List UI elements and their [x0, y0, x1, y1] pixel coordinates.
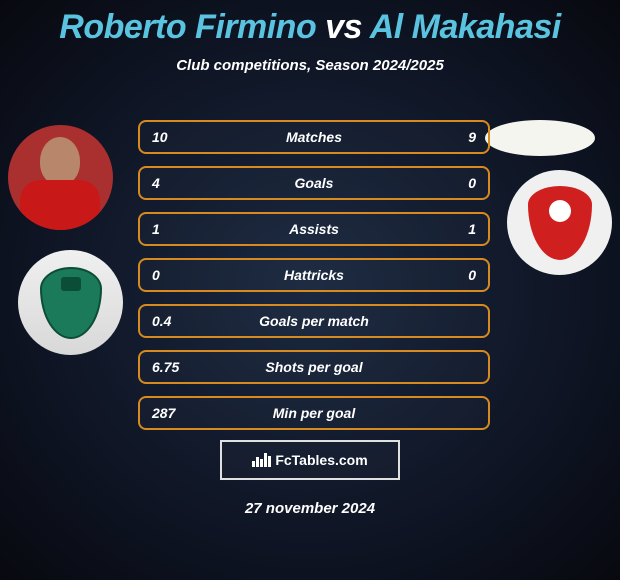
stat-label: Assists — [212, 221, 416, 237]
stat-label: Min per goal — [212, 405, 416, 421]
stat-row-matches: 10 Matches 9 — [138, 120, 490, 154]
stat-row-hattricks: 0 Hattricks 0 — [138, 258, 490, 292]
stat-value-left: 0.4 — [152, 313, 212, 329]
stat-value-left: 4 — [152, 175, 212, 191]
stat-value-left: 287 — [152, 405, 212, 421]
stat-label: Goals — [212, 175, 416, 191]
stat-label: Shots per goal — [212, 359, 416, 375]
player1-name: Roberto Firmino — [59, 8, 316, 46]
stat-label: Hattricks — [212, 267, 416, 283]
stat-row-goals-per-match: 0.4 Goals per match — [138, 304, 490, 338]
player2-club-crest — [507, 170, 612, 275]
stat-value-right: 0 — [416, 175, 476, 191]
vs-text: vs — [325, 8, 362, 46]
stat-value-left: 0 — [152, 267, 212, 283]
stat-value-right: 0 — [416, 267, 476, 283]
stat-value-left: 6.75 — [152, 359, 212, 375]
stat-row-min-per-goal: 287 Min per goal — [138, 396, 490, 430]
stat-value-right: 9 — [416, 129, 476, 145]
player2-avatar — [485, 120, 595, 156]
subtitle: Club competitions, Season 2024/2025 — [0, 57, 620, 74]
stat-value-left: 10 — [152, 129, 212, 145]
player2-name: Al Makahasi — [370, 8, 561, 46]
stat-label: Goals per match — [212, 313, 416, 329]
stat-row-assists: 1 Assists 1 — [138, 212, 490, 246]
stats-table: 10 Matches 9 4 Goals 0 1 Assists 1 0 Hat… — [138, 120, 490, 442]
stat-value-left: 1 — [152, 221, 212, 237]
comparison-title: Roberto Firmino vs Al Makahasi — [0, 0, 620, 47]
brand-text: FcTables.com — [275, 452, 367, 468]
stat-value-right: 1 — [416, 221, 476, 237]
stat-label: Matches — [212, 129, 416, 145]
stat-row-goals: 4 Goals 0 — [138, 166, 490, 200]
brand-badge[interactable]: FcTables.com — [220, 440, 400, 480]
player1-avatar — [8, 125, 113, 230]
stat-row-shots-per-goal: 6.75 Shots per goal — [138, 350, 490, 384]
date-text: 27 november 2024 — [0, 500, 620, 517]
player1-club-crest — [18, 250, 123, 355]
brand-bars-icon — [252, 453, 271, 467]
